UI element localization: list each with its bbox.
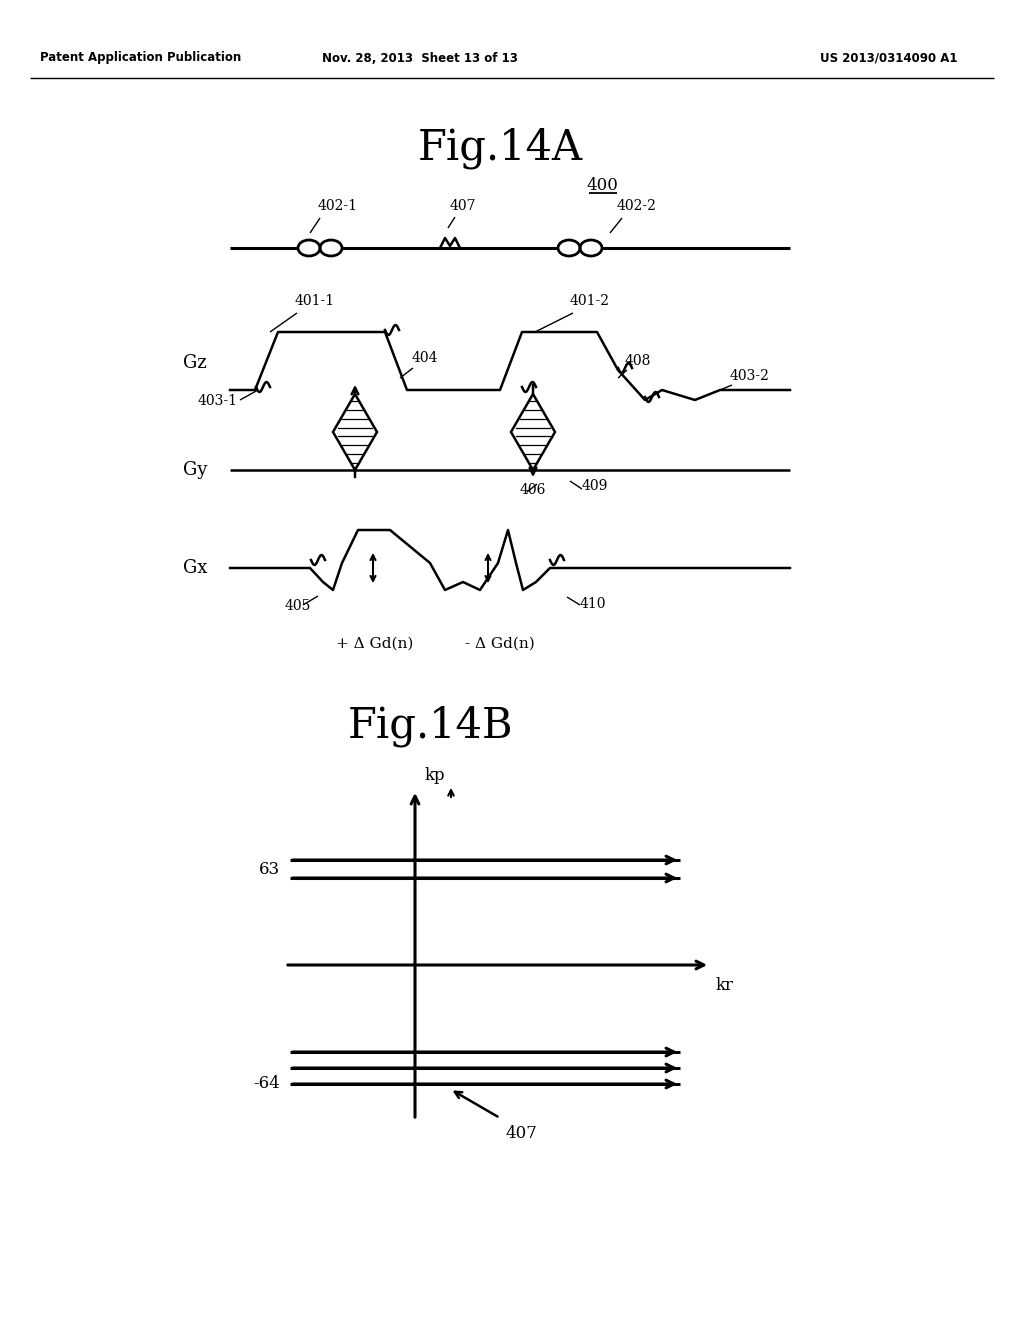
Text: Gx: Gx bbox=[182, 558, 207, 577]
Text: 405: 405 bbox=[285, 599, 311, 612]
Text: kp: kp bbox=[425, 767, 445, 784]
Text: 63: 63 bbox=[259, 861, 280, 878]
Polygon shape bbox=[511, 393, 555, 470]
Ellipse shape bbox=[581, 240, 601, 256]
Text: kr: kr bbox=[716, 977, 734, 994]
Text: Fig.14A: Fig.14A bbox=[418, 127, 583, 169]
Text: + Δ Gd(n): + Δ Gd(n) bbox=[336, 638, 414, 651]
Polygon shape bbox=[333, 393, 377, 470]
Text: Nov. 28, 2013  Sheet 13 of 13: Nov. 28, 2013 Sheet 13 of 13 bbox=[323, 51, 518, 65]
Text: 409: 409 bbox=[582, 479, 608, 492]
Text: 408: 408 bbox=[625, 354, 651, 368]
Text: Gz: Gz bbox=[183, 354, 207, 372]
Text: 402-2: 402-2 bbox=[617, 199, 656, 213]
Text: 402-1: 402-1 bbox=[318, 199, 358, 213]
Text: 400: 400 bbox=[586, 177, 617, 194]
Text: Patent Application Publication: Patent Application Publication bbox=[40, 51, 242, 65]
Text: 404: 404 bbox=[412, 351, 438, 366]
Text: 401-1: 401-1 bbox=[295, 294, 335, 308]
Text: 403-1: 403-1 bbox=[198, 393, 238, 408]
Text: 407: 407 bbox=[505, 1125, 537, 1142]
Text: US 2013/0314090 A1: US 2013/0314090 A1 bbox=[820, 51, 957, 65]
Text: 407: 407 bbox=[450, 199, 476, 213]
Ellipse shape bbox=[299, 240, 319, 256]
Ellipse shape bbox=[321, 240, 341, 256]
Text: 406: 406 bbox=[520, 483, 547, 498]
Text: - Δ Gd(n): - Δ Gd(n) bbox=[465, 638, 535, 651]
Text: 410: 410 bbox=[580, 597, 606, 611]
Text: 403-2: 403-2 bbox=[730, 370, 770, 383]
Text: Gy: Gy bbox=[182, 461, 207, 479]
Text: Fig.14B: Fig.14B bbox=[347, 705, 513, 747]
Text: 401-2: 401-2 bbox=[570, 294, 610, 308]
Text: -64: -64 bbox=[253, 1076, 280, 1093]
Ellipse shape bbox=[558, 240, 580, 256]
